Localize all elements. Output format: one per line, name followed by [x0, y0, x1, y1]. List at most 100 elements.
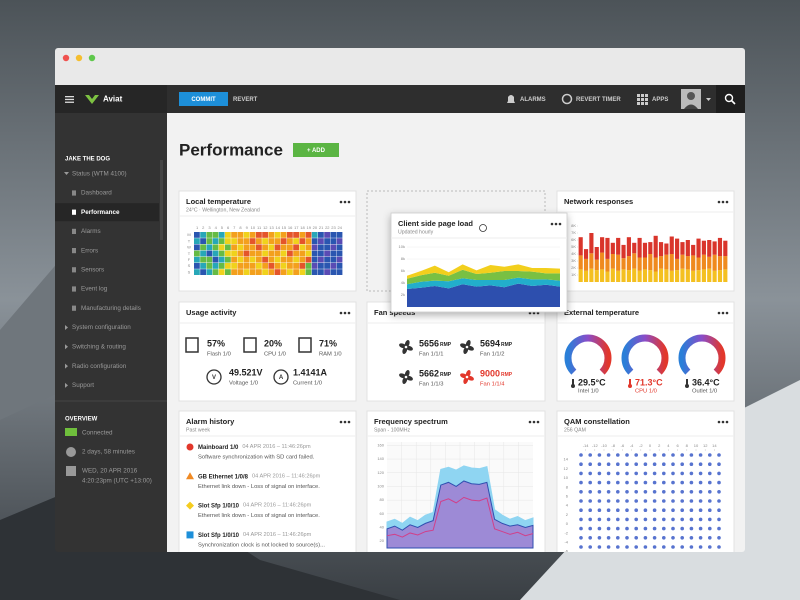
constellation-point [616, 536, 620, 540]
y-tick-label: 10k [399, 244, 405, 249]
constellation-point [698, 508, 703, 512]
search-button[interactable] [716, 85, 745, 113]
fan-icon [463, 376, 469, 384]
card-menu[interactable] [550, 222, 554, 226]
card-menu[interactable] [725, 311, 729, 315]
x-tick-label: 14 [712, 443, 717, 448]
heat-cell [299, 238, 306, 244]
card-menu[interactable] [721, 311, 725, 315]
constellation-point [698, 536, 703, 540]
constellation-point [662, 480, 666, 485]
card-menu[interactable] [343, 311, 347, 315]
constellation-point [717, 471, 721, 476]
bar-segment [680, 268, 685, 282]
y-tick-label: 8 [566, 484, 569, 489]
nav-item[interactable]: Performance [81, 209, 120, 216]
usage-value: 57% [207, 338, 225, 348]
card-menu[interactable] [725, 200, 729, 204]
card-menu[interactable] [721, 420, 725, 424]
spectrum-line [386, 496, 534, 538]
hour-label: 19 [306, 225, 311, 230]
maximize-button[interactable] [88, 54, 96, 62]
card-menu[interactable] [532, 420, 536, 424]
heat-cell [318, 269, 324, 275]
nav-item[interactable]: Manufacturing details [81, 305, 141, 312]
constellation-point [652, 462, 657, 467]
y-tick-label: 10 [564, 475, 569, 480]
card-menu[interactable] [558, 222, 562, 226]
card-menu[interactable] [554, 222, 558, 226]
bar-segment [701, 269, 706, 282]
constellation-point [634, 517, 638, 522]
usage-label: Voltage 1/0 [229, 381, 258, 387]
alarms-button[interactable]: ALARMS [520, 97, 546, 103]
nav-group[interactable]: Radio configuration [72, 363, 127, 370]
constellation-point [689, 462, 694, 467]
card-menu[interactable] [343, 200, 347, 204]
calendar-icon [66, 466, 76, 476]
card-menu[interactable] [528, 420, 532, 424]
revert-timer-button[interactable]: REVERT TIMER [576, 97, 621, 103]
card-menu[interactable] [339, 311, 343, 315]
card-menu[interactable] [717, 200, 721, 204]
constellation-point [698, 480, 703, 485]
nav-group[interactable]: Support [72, 382, 94, 389]
browser-window: Aviat COMMIT REVERT ALARMS REVERT TIMER APPS J… [55, 48, 745, 552]
constellation-point [717, 545, 721, 549]
fan-icon [405, 375, 413, 381]
heat-cell [268, 238, 275, 244]
card-menu[interactable] [343, 420, 347, 424]
nav-item[interactable]: Alarms [81, 228, 101, 235]
nav-item[interactable]: Event log [81, 286, 108, 293]
temperature-label: Outlet 1/0 [692, 389, 717, 395]
overview-title: OVERVIEW [65, 417, 98, 423]
constellation-point [717, 490, 721, 494]
card-menu[interactable] [721, 200, 725, 204]
nav-group[interactable]: Status (WTM 4100) [72, 171, 127, 178]
constellation-point [680, 471, 684, 476]
constellation-point [717, 508, 721, 512]
heat-cell [274, 269, 281, 275]
commit-button[interactable] [179, 92, 228, 106]
nav-item[interactable]: Sensors [81, 266, 104, 273]
close-button[interactable] [62, 54, 70, 62]
heat-cell [237, 238, 244, 244]
card-menu[interactable] [347, 200, 351, 204]
temperature-label: Intel 1/0 [578, 389, 599, 395]
card-menu[interactable] [725, 420, 729, 424]
apps-button[interactable]: APPS [652, 97, 668, 103]
card-menu[interactable] [717, 311, 721, 315]
heat-cell [194, 250, 200, 257]
card-menu[interactable] [339, 200, 343, 204]
nav-item[interactable]: Dashboard [81, 190, 112, 197]
revert-button[interactable]: REVERT [233, 97, 258, 103]
nav-group[interactable]: System configuration [72, 324, 131, 331]
card-menu[interactable] [339, 420, 343, 424]
heat-cell [194, 269, 200, 275]
constellation-point [588, 490, 592, 494]
card-menu[interactable] [717, 420, 721, 424]
hour-label: 18 [300, 225, 305, 230]
heat-cell [293, 269, 299, 275]
card-menu[interactable] [347, 420, 351, 424]
page-title: Performance [179, 140, 283, 159]
menu-button[interactable] [65, 96, 74, 103]
bar-segment [621, 258, 626, 270]
add-button[interactable] [293, 143, 339, 157]
minimize-button[interactable] [75, 54, 83, 62]
card-title: External temperature [564, 308, 639, 317]
nav-item[interactable]: Errors [81, 247, 98, 254]
nav-group[interactable]: Switching & routing [72, 343, 126, 350]
constellation-point [680, 517, 684, 522]
day-label: M [187, 232, 190, 237]
constellation-point [671, 508, 675, 512]
user-menu-caret[interactable] [706, 98, 711, 101]
card-menu[interactable] [536, 420, 540, 424]
bar-segment [616, 270, 621, 282]
y-tick-label: 7K [571, 230, 576, 235]
card-menu[interactable] [347, 311, 351, 315]
heat-cell [256, 238, 262, 244]
heat-cell [336, 256, 343, 263]
bar-segment [658, 242, 664, 257]
